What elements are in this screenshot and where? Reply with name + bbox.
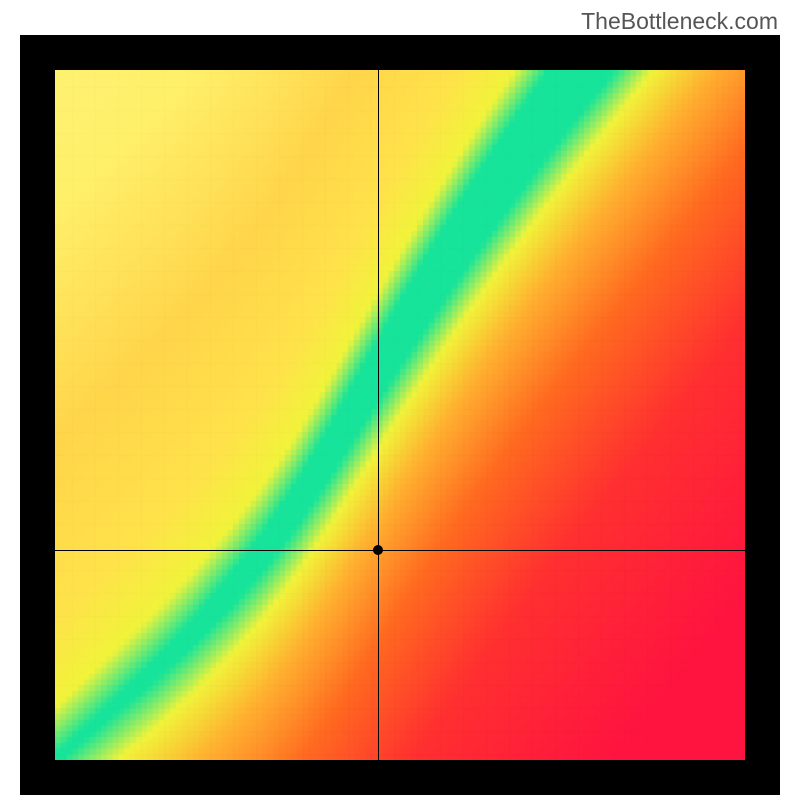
heatmap-canvas: [55, 70, 745, 760]
watermark-text: TheBottleneck.com: [581, 8, 778, 35]
chart-container: TheBottleneck.com: [0, 0, 800, 800]
data-point-marker: [373, 545, 383, 555]
crosshair-horizontal: [55, 550, 745, 551]
plot-outer-frame: [20, 35, 780, 795]
crosshair-vertical: [378, 70, 379, 760]
